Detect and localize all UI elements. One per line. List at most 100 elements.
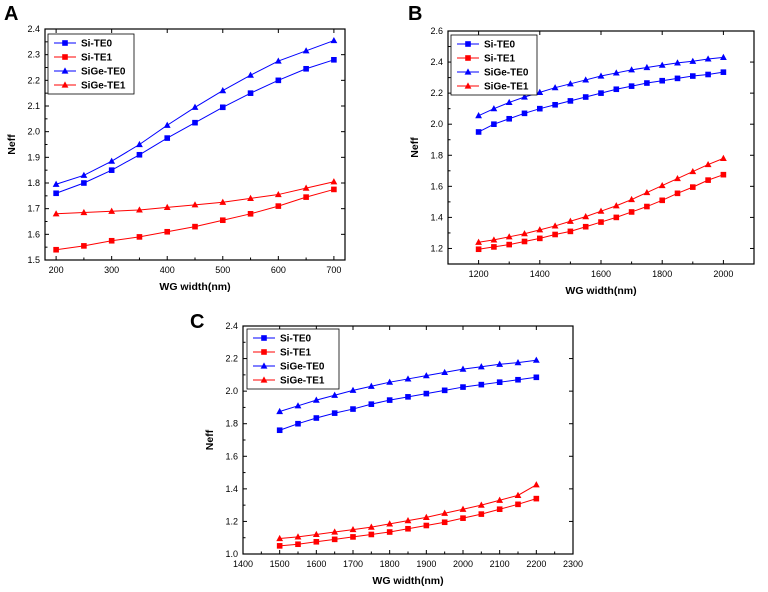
data-point (349, 525, 357, 533)
data-point (551, 84, 559, 91)
data-point (367, 382, 375, 389)
data-point (644, 203, 650, 210)
legend-label: Si-TE0 (484, 40, 516, 51)
legend-label: Si-TE1 (484, 54, 516, 65)
data-point (136, 206, 143, 213)
y-tick-label: 2.1 (27, 101, 40, 111)
legend-label: Si-TE1 (280, 348, 312, 359)
data-point (521, 230, 528, 237)
data-point (689, 167, 697, 175)
data-point (164, 135, 171, 141)
data-point (490, 236, 498, 243)
y-tick-label: 2.0 (225, 386, 238, 396)
data-point (422, 513, 430, 520)
data-point (136, 140, 143, 148)
data-point (567, 80, 574, 87)
x-tick-label: 2000 (713, 269, 733, 279)
legend-marker (62, 54, 68, 60)
data-point (478, 381, 485, 388)
legend: Si-TE0 Si-TE1 SiGe-TE0 SiGe-TE1 (246, 328, 340, 390)
data-point (295, 420, 301, 427)
data-point (514, 491, 522, 498)
y-tick-label: 2.2 (27, 75, 40, 85)
data-point (163, 203, 171, 210)
x-tick-label: 2200 (526, 559, 546, 569)
data-point (644, 80, 650, 86)
data-point (219, 104, 226, 111)
data-point (386, 397, 393, 403)
legend-marker (465, 41, 471, 47)
data-point (612, 202, 620, 209)
legend-marker (464, 82, 472, 89)
data-point (303, 65, 309, 72)
legend-marker (61, 81, 69, 88)
data-point (80, 171, 88, 178)
data-point (368, 531, 375, 538)
y-tick-label: 1.4 (430, 212, 443, 222)
data-point (475, 246, 482, 253)
data-point (460, 515, 466, 521)
data-point (582, 94, 589, 100)
data-point (521, 238, 528, 245)
data-point (704, 160, 712, 168)
chart-panel-c: 1400 1500 1600 1700 1800 1900 2000 2100 2200 2300… (204, 321, 583, 587)
y-tick-label: 1.8 (430, 150, 443, 160)
data-point (219, 198, 227, 205)
data-point (219, 87, 227, 94)
x-tick-label: 300 (104, 265, 119, 275)
data-point (52, 180, 60, 187)
y-tick-label: 1.7 (27, 204, 40, 214)
x-tick-label: 2300 (563, 559, 583, 569)
data-point (628, 195, 635, 203)
y-axis-title: Neff (409, 137, 421, 158)
data-point (441, 509, 449, 516)
data-point (628, 66, 635, 73)
data-point (690, 184, 696, 190)
data-point (705, 177, 711, 183)
data-point (247, 194, 254, 201)
data-point (386, 378, 394, 385)
data-point (567, 217, 574, 224)
data-point (441, 387, 448, 394)
data-point (477, 363, 485, 370)
y-tick-label: 1.2 (430, 243, 443, 253)
data-point (404, 375, 412, 382)
data-point (582, 223, 589, 230)
data-point (331, 536, 338, 543)
data-point (612, 69, 620, 76)
data-point (491, 244, 497, 250)
data-point (302, 47, 310, 54)
y-tick-label: 1.0 (225, 549, 238, 559)
data-point (628, 83, 635, 89)
data-point (276, 534, 284, 542)
data-point (275, 203, 282, 209)
y-tick-label: 2.0 (27, 127, 40, 137)
x-tick-label: 600 (271, 265, 286, 275)
data-point (81, 243, 87, 249)
data-point (441, 519, 448, 526)
data-point (247, 211, 254, 217)
data-point (537, 105, 543, 112)
x-tick-label: 1500 (270, 559, 290, 569)
x-axis-title: WG width(nm) (565, 285, 636, 297)
legend: Si-TE0 Si-TE1 SiGe-TE0 SiGe-TE1 (450, 34, 538, 96)
y-tick-label: 1.8 (27, 178, 40, 188)
y-tick-label: 2.3 (27, 50, 40, 60)
data-point (276, 427, 283, 434)
data-point (496, 506, 503, 513)
data-point (674, 190, 681, 197)
data-point (613, 214, 620, 221)
y-tick-label: 2.4 (225, 321, 238, 331)
y-tick-label: 2.4 (430, 57, 443, 67)
x-tick-label: 200 (49, 265, 64, 275)
y-tick-label: 1.4 (225, 484, 238, 494)
data-point (532, 481, 540, 488)
legend-marker (261, 335, 267, 341)
y-tick-label: 1.5 (27, 255, 40, 265)
legend-marker (260, 362, 268, 369)
data-point (533, 495, 540, 502)
data-point (350, 534, 356, 540)
data-point (598, 90, 604, 96)
x-tick-label: 2100 (490, 559, 510, 569)
data-point (515, 376, 521, 383)
